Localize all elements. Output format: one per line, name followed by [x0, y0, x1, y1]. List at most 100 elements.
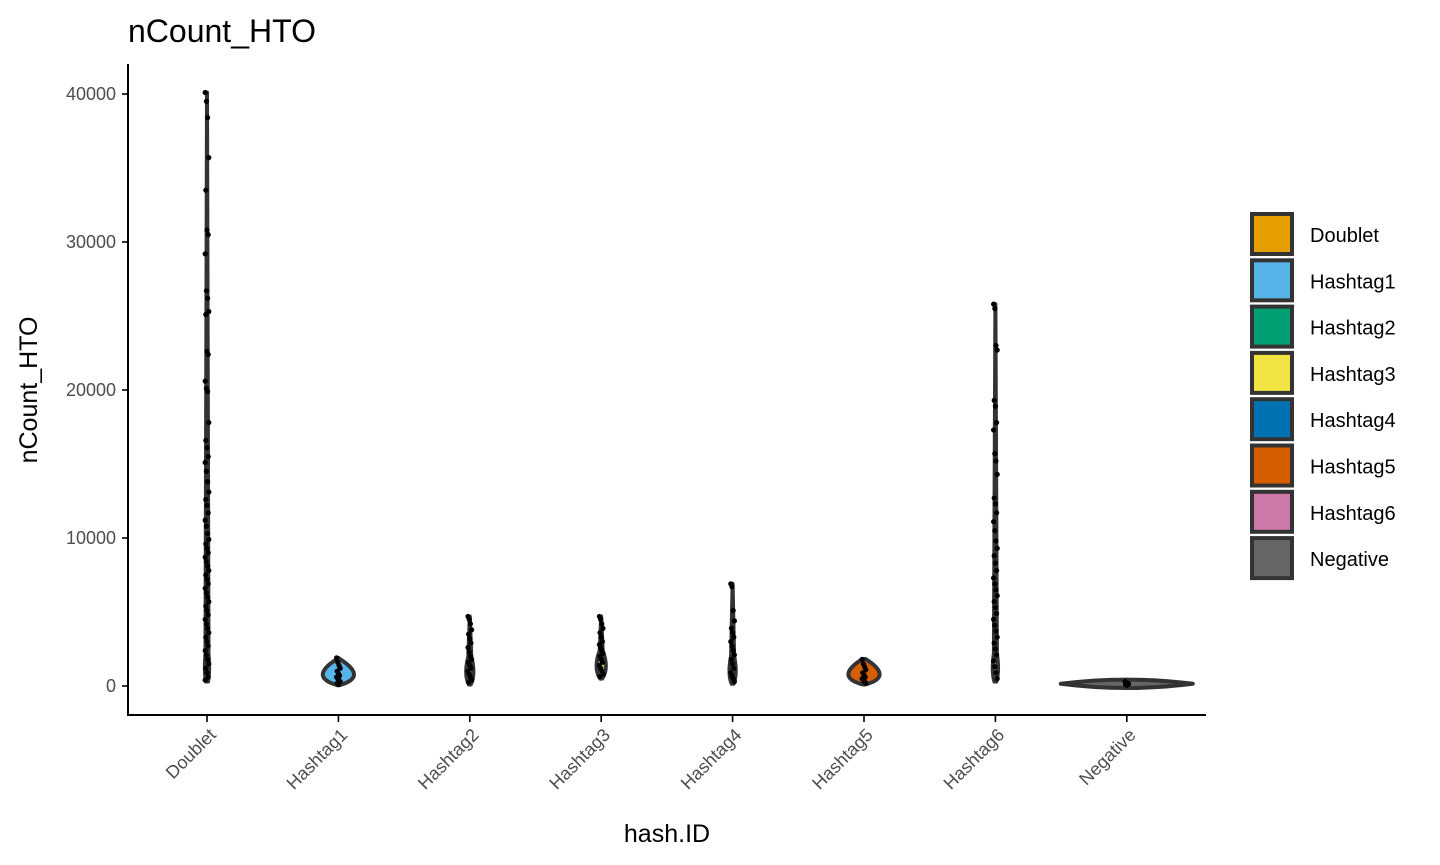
data-point	[204, 502, 210, 509]
data-point	[600, 625, 606, 631]
data-point	[730, 630, 736, 636]
violin-negative	[1058, 677, 1195, 690]
data-point	[204, 545, 210, 551]
legend-swatch	[1250, 536, 1294, 581]
data-point	[994, 545, 1000, 551]
data-point	[991, 495, 997, 501]
data-point	[992, 528, 998, 534]
data-point	[206, 155, 212, 161]
data-point	[204, 445, 210, 451]
data-point	[598, 616, 604, 623]
data-point	[206, 661, 212, 667]
data-point	[992, 403, 999, 409]
legend-swatch	[1250, 350, 1294, 395]
data-point	[204, 227, 210, 233]
y-axis-title: nCount_HTO	[15, 317, 43, 464]
data-point	[205, 388, 211, 395]
violin-hashtag2	[464, 613, 476, 687]
legend-swatch	[1250, 258, 1294, 303]
data-point	[992, 306, 998, 312]
data-point	[994, 347, 1000, 353]
data-point	[206, 599, 212, 605]
data-point	[993, 670, 999, 676]
legend-item-hashtag2: Hashtag2	[1250, 304, 1396, 349]
data-point	[203, 187, 209, 193]
violin-hashtag6	[990, 301, 1001, 684]
y-tick-label: 20000	[66, 380, 116, 400]
data-point	[728, 656, 735, 662]
x-axis-ticks: Doublet Hashtag1 Hashtag2 Hashtag3 Hashtag4 H…	[162, 715, 1140, 793]
data-point	[202, 89, 208, 96]
data-point	[729, 584, 735, 590]
data-point	[203, 98, 209, 104]
data-point	[994, 676, 1000, 682]
data-point	[202, 459, 208, 466]
data-point	[729, 643, 735, 649]
data-point	[991, 616, 997, 623]
legend-label: Negative	[1310, 549, 1389, 571]
data-point	[205, 454, 211, 460]
data-point	[994, 634, 1000, 640]
y-tick-label: 0	[106, 676, 116, 696]
data-point	[203, 590, 209, 596]
data-point	[205, 563, 211, 569]
x-tick-label: Negative	[1075, 725, 1139, 789]
violin-hashtag4	[727, 581, 738, 686]
data-point	[206, 419, 212, 426]
data-point	[991, 301, 997, 307]
legend-item-hashtag5: Hashtag5	[1250, 443, 1396, 488]
legend-label: Doublet	[1310, 225, 1379, 247]
data-point	[334, 655, 340, 661]
data-point	[202, 517, 208, 523]
data-point	[992, 646, 999, 652]
data-point	[202, 378, 208, 384]
data-point	[205, 656, 211, 662]
legend-swatch	[1250, 443, 1294, 488]
y-tick-label: 10000	[66, 528, 116, 548]
violin-hashtag5	[846, 656, 882, 687]
data-point	[1124, 682, 1130, 688]
data-point	[202, 585, 208, 591]
data-point	[991, 640, 997, 646]
data-point	[991, 519, 997, 525]
data-point	[731, 618, 738, 624]
legend-item-hashtag3: Hashtag3	[1250, 350, 1396, 395]
data-point	[468, 640, 474, 646]
data-point	[203, 523, 209, 529]
legend: Doublet Hashtag1 Hashtag2 Hashtag3 Hashtag4 H…	[1250, 212, 1396, 581]
legend-item-hashtag1: Hashtag1	[1250, 258, 1396, 303]
data-point	[202, 677, 208, 683]
x-tick-label: Hashtag4	[677, 725, 746, 794]
data-point	[992, 622, 998, 628]
data-point	[335, 681, 341, 688]
data-point	[991, 397, 997, 403]
data-point	[731, 678, 738, 685]
x-tick-label: Hashtag1	[283, 725, 352, 794]
data-point	[994, 652, 1000, 658]
data-point	[597, 673, 603, 679]
violin-doublet	[202, 89, 212, 684]
data-point	[728, 639, 734, 645]
data-point	[991, 427, 997, 433]
data-point	[206, 567, 212, 574]
legend-swatch	[1250, 212, 1294, 256]
legend-swatch	[1250, 489, 1294, 534]
data-point	[205, 594, 211, 600]
data-point	[466, 679, 472, 685]
x-tick-label: Doublet	[162, 725, 220, 783]
data-point	[465, 644, 471, 651]
data-point	[994, 510, 1000, 516]
x-tick-label: Hashtag3	[545, 725, 614, 794]
legend-label: Hashtag4	[1310, 410, 1396, 432]
data-point	[992, 604, 999, 611]
data-point	[205, 581, 211, 587]
data-point	[205, 643, 211, 649]
data-point	[205, 295, 211, 301]
legend-label: Hashtag1	[1310, 271, 1396, 293]
data-point	[205, 530, 211, 537]
data-point	[859, 656, 865, 662]
legend-item-negative: Negative	[1250, 536, 1389, 581]
data-point	[203, 621, 209, 627]
data-point	[992, 451, 998, 457]
legend-swatch	[1250, 397, 1294, 442]
